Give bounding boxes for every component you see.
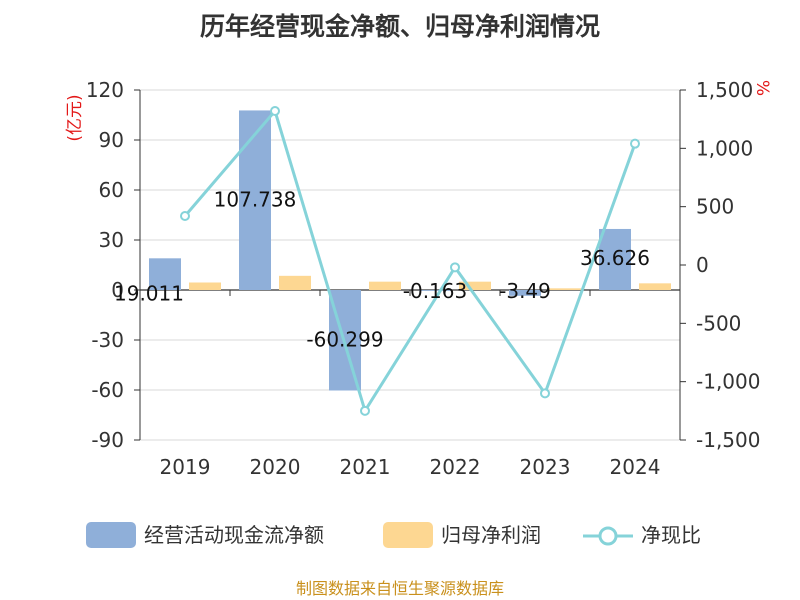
left-axis-tick-label: 0 <box>111 278 124 302</box>
left-axis-tick-label: 120 <box>86 78 124 102</box>
point-cash-ratio <box>360 405 370 416</box>
bar-net-profit <box>369 281 401 290</box>
left-axis-tick-label: -60 <box>91 378 124 402</box>
bar-net-profit <box>189 282 221 290</box>
left-axis-tick-label: -90 <box>91 428 124 452</box>
left-axis-tick-label: 90 <box>99 128 124 152</box>
right-axis-tick-label: -1,000 <box>696 370 760 394</box>
point-cash-ratio <box>270 106 280 116</box>
point-cash-ratio <box>450 262 460 273</box>
legend-label-cash-ratio[interactable]: 净现比 <box>641 523 701 547</box>
x-axis-tick-label: 2019 <box>160 455 211 479</box>
right-axis-tick-label: 0 <box>696 253 709 277</box>
data-label: -0.163 <box>403 279 467 303</box>
right-axis-tick-label: -1,500 <box>696 428 760 452</box>
bar-operating-cash-flow <box>509 290 541 296</box>
line-series <box>180 106 640 416</box>
legend-label-net-profit[interactable]: 归母净利润 <box>441 523 541 547</box>
data-label: 107.738 <box>214 187 297 211</box>
bar-net-profit <box>279 275 311 290</box>
chart-title: 历年经营现金净额、归母净利润情况 <box>200 12 600 41</box>
source-note: 制图数据来自恒生聚源数据库 <box>296 579 504 598</box>
right-axis-tick-label: 1,000 <box>696 136 753 160</box>
data-label: 19.011 <box>114 281 184 305</box>
bars <box>149 110 671 391</box>
data-label: -60.299 <box>306 327 383 351</box>
right-axis-tick-label: 1,500 <box>696 78 753 102</box>
line-cash-ratio <box>183 107 637 415</box>
x-axis-tick-label: 2022 <box>430 455 481 479</box>
bar-operating-cash-flow <box>239 110 271 290</box>
x-axis-tick-label: 2021 <box>340 455 391 479</box>
bar-operating-cash-flow <box>149 258 181 290</box>
bar-net-profit <box>549 288 581 290</box>
right-axis-tick-label: -500 <box>696 311 741 335</box>
x-axis-tick-label: 2023 <box>520 455 571 479</box>
legend: 经营活动现金流净额 归母净利润 净现比 <box>86 522 701 548</box>
data-label: 36.626 <box>580 246 650 270</box>
left-axis-unit: (亿元) <box>65 94 85 141</box>
data-labels: 19.011 107.738 -60.299 -0.163 -3.49 36.626 <box>114 187 650 351</box>
bar-net-profit <box>459 281 491 290</box>
right-axis-unit: % <box>752 80 772 96</box>
legend-swatch-operating-cash-flow <box>86 522 136 548</box>
right-axis-tick-label: 500 <box>696 195 734 219</box>
bar-operating-cash-flow <box>419 290 451 291</box>
x-axis-tick-label: 2024 <box>610 455 661 479</box>
left-axis-tick-label: 30 <box>99 228 124 252</box>
left-axis-tick-label: -30 <box>91 328 124 352</box>
x-axis-tick-label: 2020 <box>250 455 301 479</box>
legend-swatch-net-profit <box>383 522 433 548</box>
point-cash-ratio <box>180 211 190 221</box>
legend-label-operating-cash-flow[interactable]: 经营活动现金流净额 <box>144 523 324 547</box>
legend-marker-cash-ratio <box>598 526 618 546</box>
bar-operating-cash-flow <box>599 228 631 290</box>
bar-net-profit <box>639 283 671 290</box>
point-cash-ratio <box>630 138 640 149</box>
data-label: -3.49 <box>499 279 551 303</box>
left-axis-tick-label: 60 <box>99 178 124 202</box>
axes: 120 90 60 30 0 -30 -60 -90 1,500 1,000 500 0 -500 -1,… <box>86 78 761 479</box>
point-cash-ratio <box>540 388 550 399</box>
